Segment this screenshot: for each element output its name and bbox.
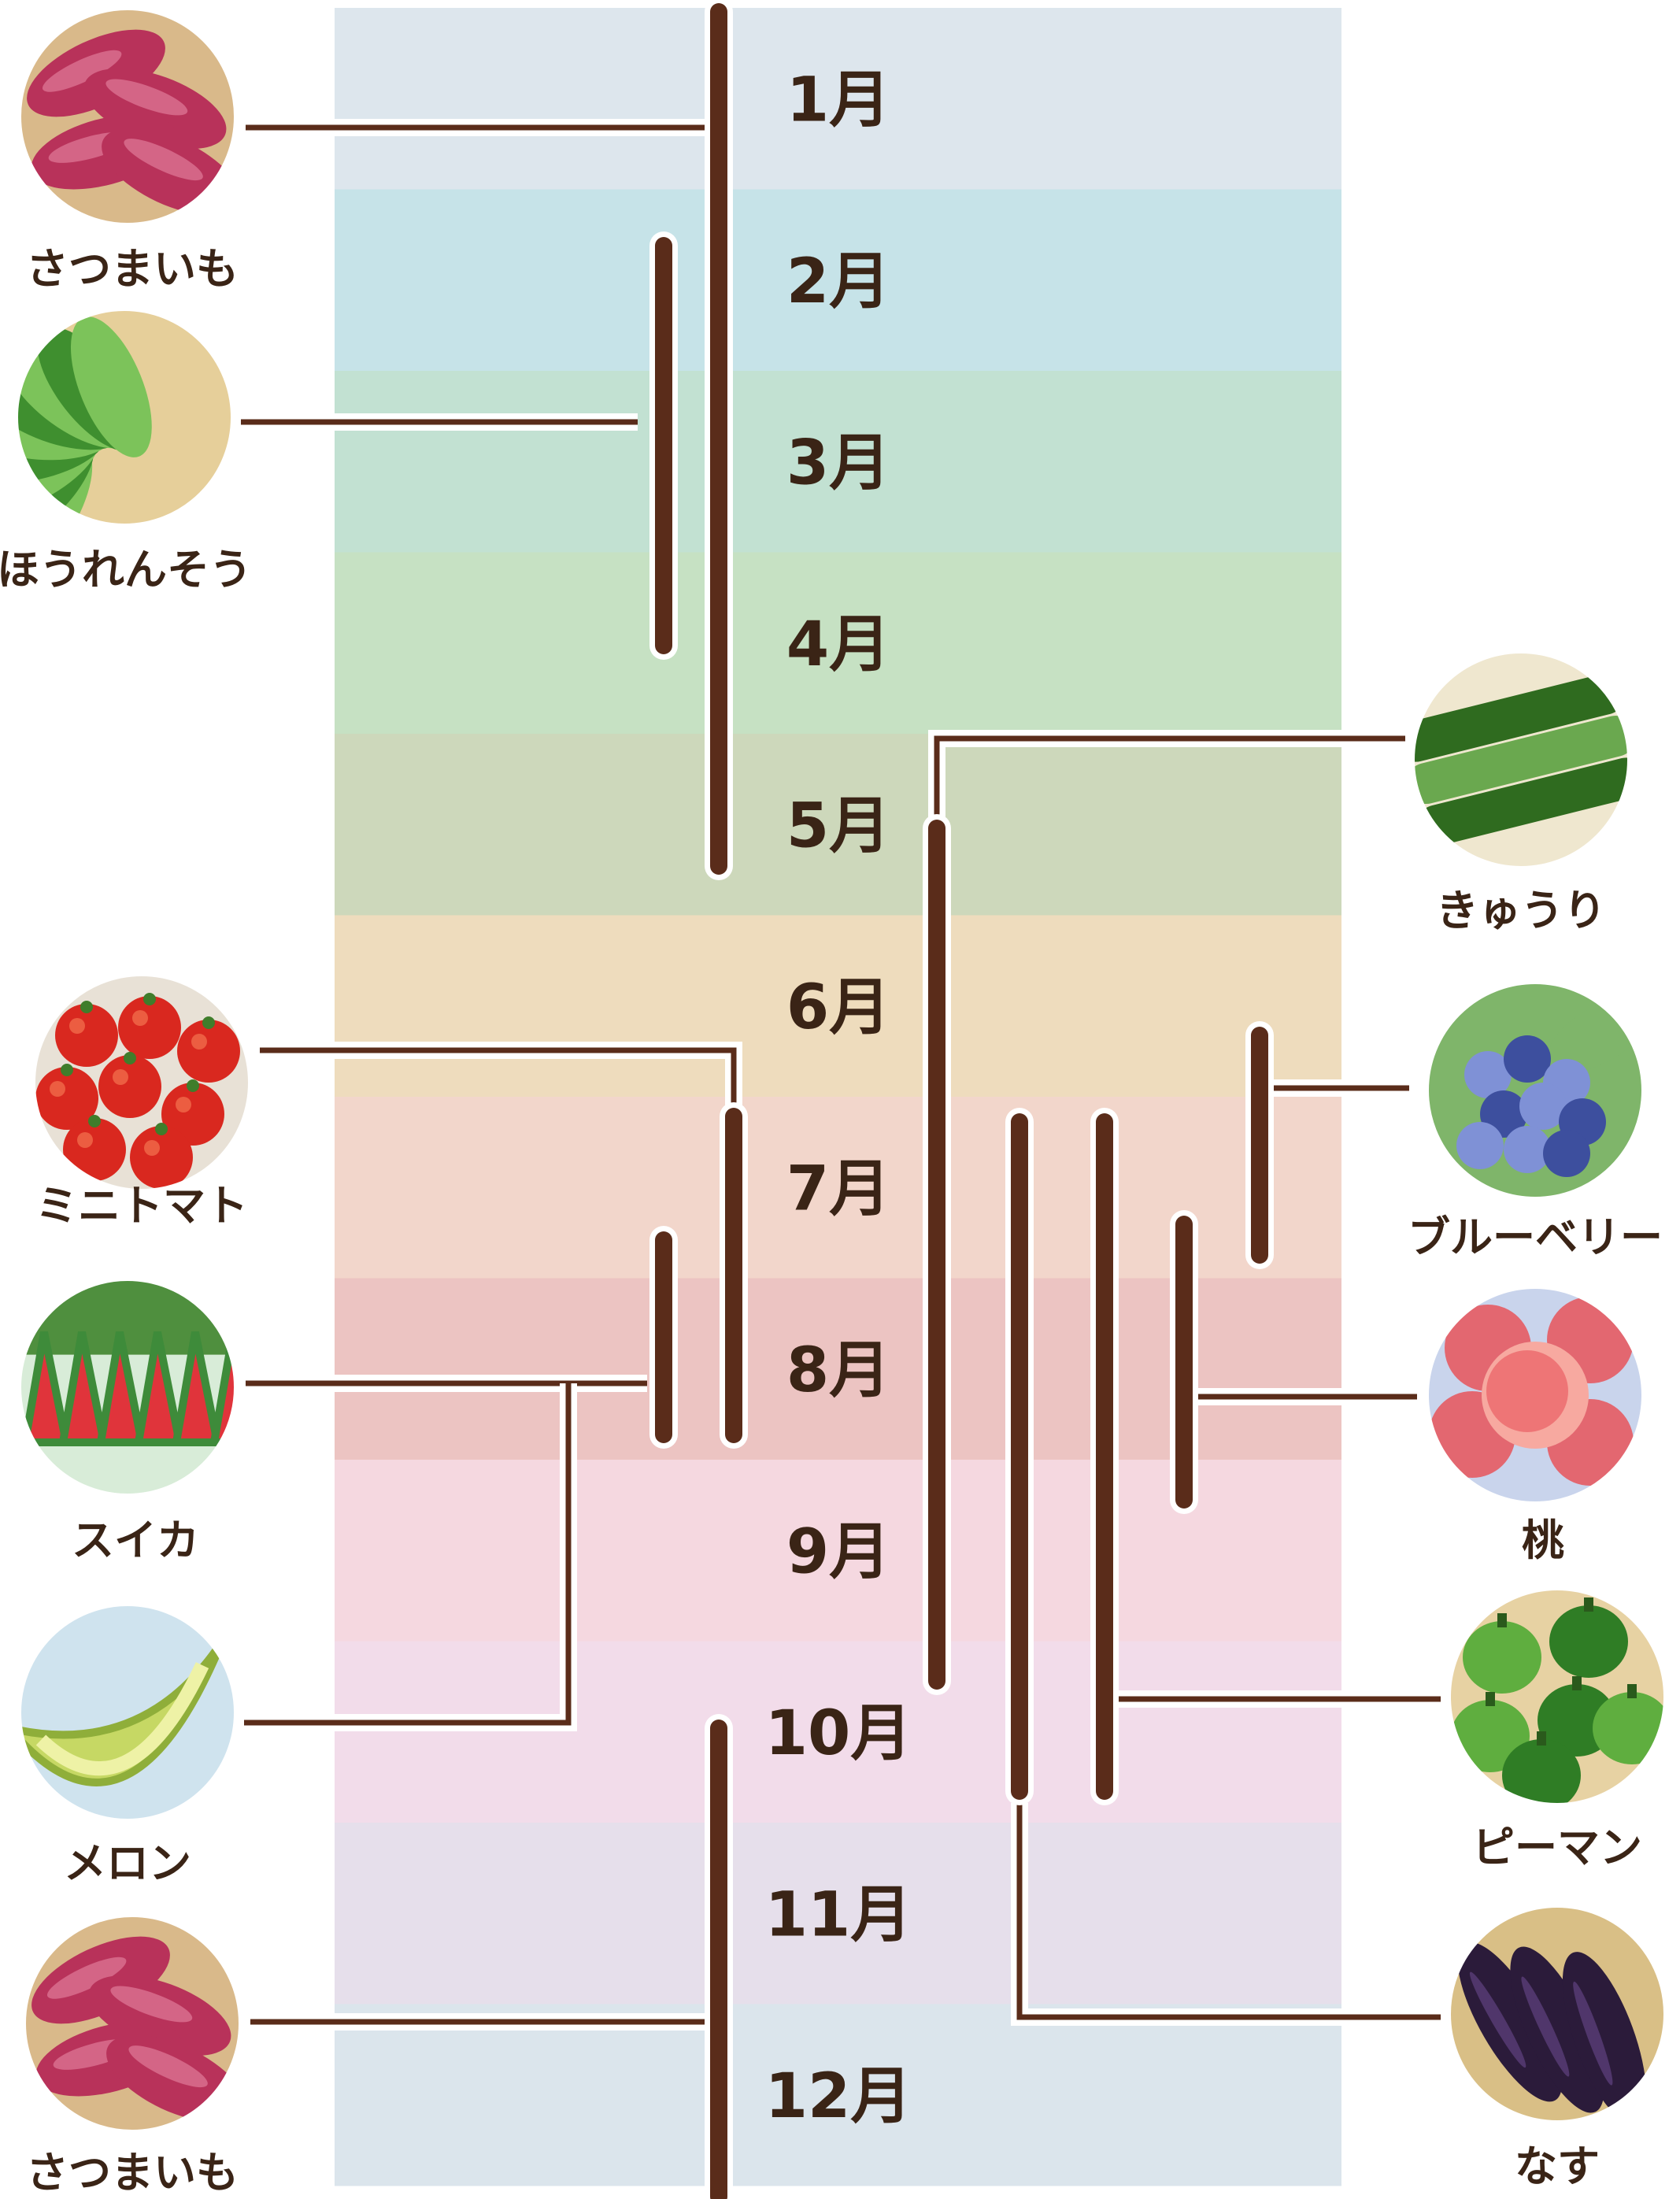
eggplant-icon xyxy=(1446,1903,1668,2125)
cucumber-label: きゅうり xyxy=(1436,886,1606,935)
sweet-potato-icon xyxy=(17,6,239,228)
month-band-4 xyxy=(335,552,1341,735)
month-label: 7月 xyxy=(786,1153,890,1224)
sweet-potato-top-label: さつまいも xyxy=(26,244,239,294)
sweet-potato-bottom-item: さつまいも xyxy=(21,1912,243,2197)
cherry-tomato-connector xyxy=(260,1047,737,1106)
blueberry-item: ブルーベリー xyxy=(1408,979,1663,1262)
green-pepper-item: ピーマン xyxy=(1446,1586,1668,1872)
watermelon-icon xyxy=(17,1276,239,1498)
peach-icon xyxy=(1424,1284,1646,1506)
blueberry-icon xyxy=(1424,979,1646,1201)
eggplant-item: なす xyxy=(1446,1903,1668,2191)
month-band-3 xyxy=(335,371,1341,553)
cherry-tomato-label: ミニトマト xyxy=(35,1181,248,1231)
month-label: 10月 xyxy=(765,1698,912,1769)
month-label: 11月 xyxy=(765,1879,912,1950)
cucumber-item: きゅうり xyxy=(1410,649,1632,935)
month-band-1 xyxy=(335,8,1341,190)
month-band-5 xyxy=(335,734,1341,916)
tomato-icon xyxy=(31,972,253,1194)
month-band-12 xyxy=(335,2004,1341,2186)
season-bars xyxy=(649,0,1274,2199)
sweet-potato-icon xyxy=(21,1912,243,2134)
melon-label: メロン xyxy=(64,1838,191,1888)
connector-lines xyxy=(241,119,1441,2031)
month-band-10 xyxy=(335,1641,1341,1823)
peach-item: 桃 xyxy=(1424,1284,1646,1565)
watermelon-label: スイカ xyxy=(72,1516,199,1565)
month-band-2 xyxy=(335,189,1341,372)
month-label: 1月 xyxy=(786,65,890,135)
month-label: 2月 xyxy=(786,246,890,317)
sweet-potato-top-item: さつまいも xyxy=(17,6,239,294)
eggplant-connector xyxy=(1016,1803,1441,2020)
month-band-6 xyxy=(335,915,1341,1098)
month-label: 3月 xyxy=(786,428,890,498)
cucumber-connector xyxy=(934,735,1405,819)
melon-icon xyxy=(17,1601,239,1823)
sweet-potato-bottom-label: さつまいも xyxy=(26,2148,239,2197)
spinach-label: ほうれんそう xyxy=(0,545,252,594)
melon-item: メロン xyxy=(17,1601,239,1888)
month-label: 8月 xyxy=(786,1335,890,1406)
blueberry-label: ブルーベリー xyxy=(1408,1212,1663,1262)
month-labels: 1月 2月 3月 4月 5月 6月 7月 8月 9月 10月 11月 12月 xyxy=(765,65,912,2132)
month-label: 6月 xyxy=(786,972,890,1043)
green-pepper-label: ピーマン xyxy=(1472,1823,1642,1872)
cherry-tomato-item: ミニトマト xyxy=(31,972,253,1231)
month-label: 12月 xyxy=(765,2061,912,2132)
month-label: 4月 xyxy=(786,609,890,680)
month-band-11 xyxy=(335,1823,1341,2005)
month-label: 9月 xyxy=(786,1516,890,1587)
cucumber-icon xyxy=(1410,649,1632,871)
eggplant-label: なす xyxy=(1515,2142,1600,2191)
spinach-item: ほうれんそう xyxy=(0,306,252,594)
month-label: 5月 xyxy=(786,790,890,861)
melon-connector xyxy=(244,1383,572,1726)
peach-label: 桃 xyxy=(1522,1516,1564,1565)
watermelon-item: スイカ xyxy=(17,1276,239,1565)
green-pepper-icon xyxy=(1446,1586,1668,1808)
month-bands xyxy=(335,8,1341,2186)
